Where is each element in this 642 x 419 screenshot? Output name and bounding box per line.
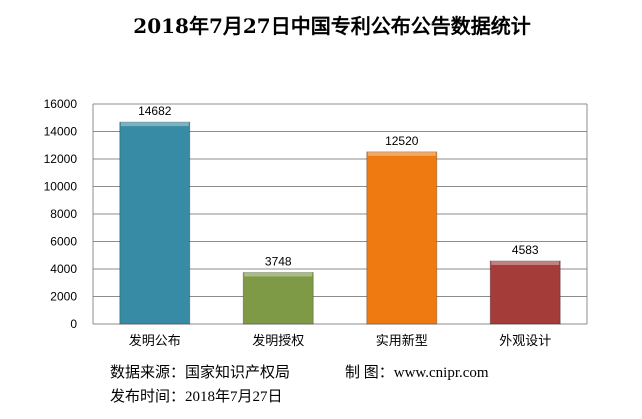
data-label: 3748 xyxy=(265,254,292,268)
data-label: 12520 xyxy=(385,134,419,148)
y-tick-label: 12000 xyxy=(44,152,78,166)
y-tick-label: 8000 xyxy=(50,207,77,221)
bar-highlight xyxy=(367,151,436,156)
x-tick-label: 发明公布 xyxy=(129,333,181,348)
maker-note: 制 图：www.cnipr.com xyxy=(345,365,489,381)
y-tick-label: 2000 xyxy=(50,290,77,304)
bar xyxy=(119,121,191,325)
x-tick-label: 外观设计 xyxy=(499,333,551,348)
y-tick-label: 6000 xyxy=(50,235,77,249)
y-tick-label: 10000 xyxy=(44,180,78,194)
x-tick-label: 实用新型 xyxy=(376,333,428,348)
y-tick-label: 14000 xyxy=(44,125,78,139)
bar-highlight xyxy=(244,272,313,277)
date-note: 发布时间：2018年7月27日 xyxy=(110,389,283,405)
bar xyxy=(366,151,438,325)
chart-title: 2018年7月27日中国专利公布公告数据统计 xyxy=(133,14,530,38)
bar-highlight xyxy=(120,122,189,127)
bar xyxy=(242,271,314,325)
source-note: 数据来源：国家知识产权局 xyxy=(110,365,291,381)
data-label: 4583 xyxy=(512,243,539,257)
y-tick-label: 16000 xyxy=(44,97,78,111)
bar xyxy=(489,260,561,325)
x-tick-label: 发明授权 xyxy=(252,333,304,348)
y-tick-label: 4000 xyxy=(50,262,77,276)
data-label: 14682 xyxy=(138,104,172,118)
bar-highlight xyxy=(491,260,560,265)
y-tick-label: 0 xyxy=(70,317,77,331)
